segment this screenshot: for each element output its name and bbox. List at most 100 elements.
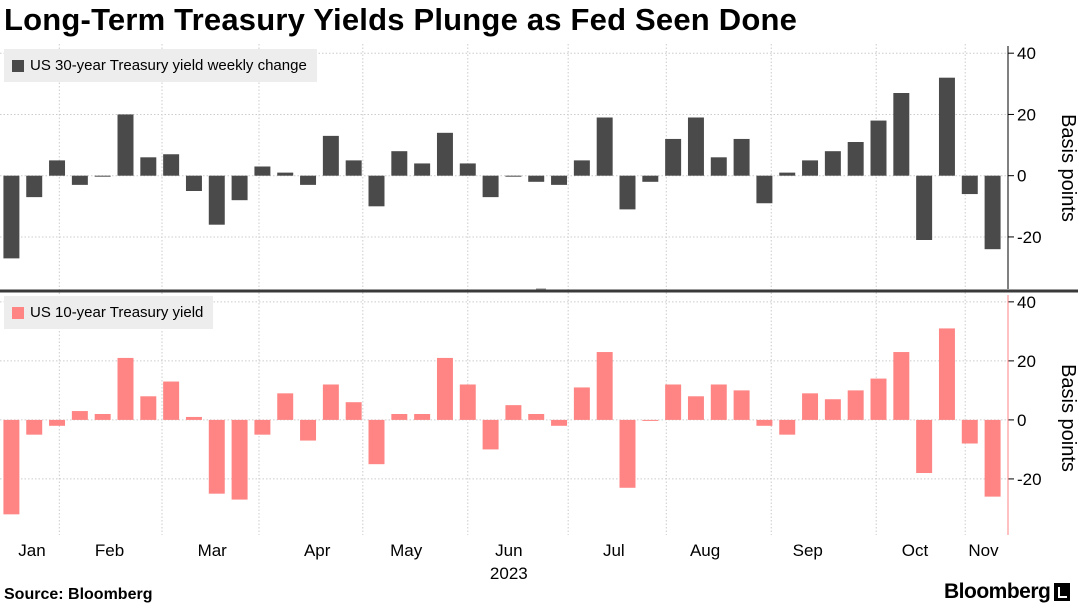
- bar: [733, 390, 750, 420]
- bar: [71, 411, 88, 420]
- y-axis-title: Basis points: [1057, 114, 1078, 222]
- brand-logo: Bloomberg: [944, 580, 1071, 604]
- x-tick-label: Feb: [95, 541, 124, 560]
- bar: [505, 175, 522, 177]
- y-tick-label: 20: [1017, 352, 1036, 371]
- bar: [26, 175, 43, 198]
- bar: [94, 414, 111, 420]
- bar: [847, 390, 864, 420]
- chart-title: Long-Term Treasury Yields Plunge as Fed …: [4, 2, 798, 37]
- bar: [3, 419, 20, 515]
- bar: [300, 419, 317, 441]
- y-tick-label: -20: [1017, 228, 1042, 247]
- bar: [665, 384, 682, 420]
- brand-wordmark: Bloomberg: [944, 580, 1051, 603]
- bar: [94, 175, 111, 177]
- bar: [893, 93, 910, 176]
- bar: [391, 414, 408, 420]
- bar: [231, 419, 248, 500]
- bar: [345, 160, 362, 176]
- bar: [573, 387, 590, 420]
- legend-top-label: US 30-year Treasury yield weekly change: [30, 57, 307, 74]
- bar: [984, 175, 1001, 250]
- legend-bottom: US 10-year Treasury yield: [4, 296, 214, 329]
- bar: [482, 175, 499, 198]
- bar: [573, 160, 590, 176]
- bar: [984, 419, 1001, 497]
- y-tick-label: 20: [1017, 105, 1036, 124]
- x-tick-label: Nov: [968, 541, 999, 560]
- bar: [49, 160, 66, 176]
- x-tick-label: Jun: [495, 541, 522, 560]
- bar: [391, 151, 408, 176]
- bar: [824, 399, 841, 420]
- x-tick-label: Apr: [304, 541, 331, 560]
- y-tick-label: -20: [1017, 470, 1042, 489]
- x-tick-label: Jul: [603, 541, 625, 560]
- bar: [665, 138, 682, 176]
- bar: [505, 405, 522, 420]
- bar: [596, 352, 613, 420]
- bar: [436, 132, 453, 176]
- bar: [870, 378, 887, 420]
- bar: [208, 419, 225, 494]
- bar: [710, 157, 727, 176]
- bar: [414, 163, 431, 176]
- bar: [642, 419, 659, 421]
- y-axis-title: Basis points: [1057, 364, 1078, 472]
- bloomberg-terminal-icon: [1054, 583, 1071, 601]
- bar: [26, 419, 43, 435]
- bar: [938, 328, 955, 420]
- bar: [140, 396, 157, 420]
- x-tick-label: Aug: [690, 541, 720, 560]
- y-tick-label: 0: [1017, 167, 1026, 186]
- bar: [254, 166, 271, 176]
- bar: [163, 154, 180, 176]
- bar: [231, 175, 248, 201]
- bar: [482, 419, 499, 450]
- x-tick-label: Oct: [902, 541, 929, 560]
- bar: [322, 384, 339, 420]
- bar: [802, 160, 819, 176]
- bar: [185, 416, 202, 420]
- y-tick-label: 40: [1017, 44, 1036, 63]
- bar: [916, 175, 933, 240]
- bar: [619, 175, 636, 210]
- bar: [368, 175, 385, 207]
- y-tick-label: 40: [1017, 293, 1036, 312]
- bar: [961, 419, 978, 444]
- bar: [528, 175, 545, 182]
- bar: [733, 138, 750, 176]
- bar: [436, 357, 453, 420]
- bar: [596, 117, 613, 176]
- legend-bottom-swatch: [12, 306, 24, 319]
- bar: [140, 157, 157, 176]
- bar: [938, 77, 955, 176]
- bar: [163, 381, 180, 420]
- bar: [756, 419, 773, 426]
- bar: [277, 393, 294, 420]
- legend-top: US 30-year Treasury yield weekly change: [4, 49, 317, 82]
- bar: [824, 151, 841, 176]
- bar: [117, 114, 134, 176]
- bar: [961, 175, 978, 195]
- bar: [300, 175, 317, 185]
- bar: [117, 357, 134, 420]
- bar: [916, 419, 933, 474]
- bar: [779, 419, 796, 435]
- bar: [185, 175, 202, 191]
- x-tick-label: May: [390, 541, 423, 560]
- x-tick-label: Sep: [793, 541, 823, 560]
- y-tick-label: 0: [1017, 411, 1026, 430]
- bar: [322, 135, 339, 176]
- bar: [3, 175, 20, 259]
- bar: [870, 120, 887, 176]
- bar: [642, 175, 659, 182]
- bar: [756, 175, 773, 204]
- x-tick-label: Mar: [198, 541, 228, 560]
- bar: [551, 175, 568, 185]
- x-tick-label: Jan: [18, 541, 45, 560]
- source-note: Source: Bloomberg: [4, 586, 153, 603]
- bar: [893, 352, 910, 420]
- bar: [687, 117, 704, 176]
